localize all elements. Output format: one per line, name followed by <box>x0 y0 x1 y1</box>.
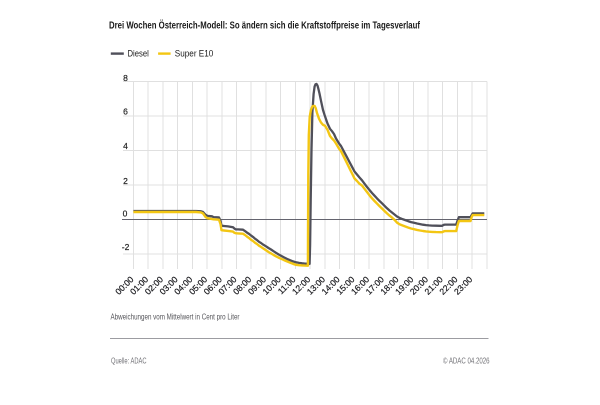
svg-text:0: 0 <box>123 209 128 219</box>
svg-text:8: 8 <box>123 73 128 83</box>
svg-text:© ADAC 04.2026: © ADAC 04.2026 <box>443 356 490 365</box>
svg-text:Quelle: ADAC: Quelle: ADAC <box>111 356 147 365</box>
svg-text:-2: -2 <box>122 242 130 252</box>
svg-text:Drei Wochen Österreich-Modell:: Drei Wochen Österreich-Modell: So ändern… <box>109 19 420 32</box>
svg-text:Diesel: Diesel <box>128 49 149 59</box>
svg-text:4: 4 <box>123 141 128 151</box>
svg-text:6: 6 <box>123 107 128 117</box>
svg-text:Super E10: Super E10 <box>175 49 214 59</box>
svg-text:2: 2 <box>123 176 128 186</box>
svg-text:Abweichungen vom Mittelwert in: Abweichungen vom Mittelwert in Cent pro … <box>111 312 240 321</box>
